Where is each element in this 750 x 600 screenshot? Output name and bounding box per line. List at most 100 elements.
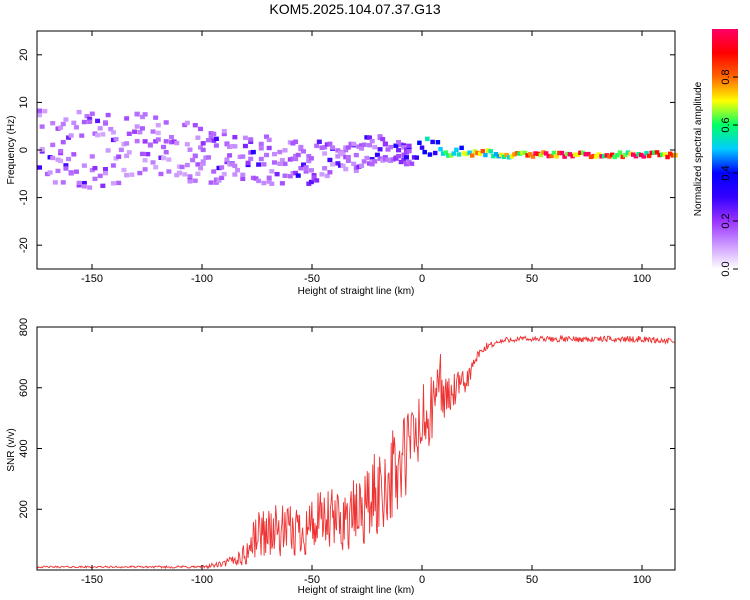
spectrogram-cell xyxy=(615,153,620,158)
spectrogram-x-tick-label: 100 xyxy=(633,273,651,285)
spectrogram-cell xyxy=(163,139,169,144)
spectrogram-cell xyxy=(97,173,103,179)
spectrogram-cell xyxy=(491,153,496,159)
spectrogram-cell xyxy=(433,150,438,156)
spectrogram-cell xyxy=(129,172,135,177)
spectrogram-cell xyxy=(169,139,174,145)
colorbar-tick-label: 0.2 xyxy=(720,213,732,228)
spectrogram-cell xyxy=(258,156,264,162)
spectrogram-cell xyxy=(403,161,409,167)
spectrogram-plot-area xyxy=(37,31,675,269)
spectrogram-cell xyxy=(208,135,214,141)
spectrogram-cell xyxy=(382,142,388,147)
spectrogram-cell xyxy=(229,162,235,167)
spectrogram-cell xyxy=(369,139,375,144)
spectrogram-cell xyxy=(95,118,101,124)
spectrogram-cell xyxy=(266,179,272,184)
spectrogram-cell xyxy=(419,145,425,150)
spectrogram-cell xyxy=(95,132,101,138)
spectrogram-cell xyxy=(327,141,333,147)
spectrogram-cell xyxy=(409,161,415,166)
spectrogram-cell xyxy=(543,151,549,156)
colorbar-tick-label: 0.6 xyxy=(720,117,732,132)
spectrogram-cell xyxy=(528,152,533,157)
spectrogram-cell xyxy=(103,121,108,126)
spectrogram-heat-layer xyxy=(37,108,678,190)
spectrogram-cell xyxy=(147,142,153,147)
spectrogram-cell xyxy=(158,171,164,177)
colorbar-gradient xyxy=(712,29,738,269)
spectrogram-cell xyxy=(559,150,565,156)
spectrogram-cell xyxy=(242,143,248,149)
spectrogram-cell xyxy=(60,180,66,185)
spectrogram-cell xyxy=(184,162,190,168)
spectrogram-cell xyxy=(142,158,148,163)
spectrogram-cell xyxy=(337,150,343,156)
spectrogram-cell xyxy=(295,152,301,158)
spectrogram-cell xyxy=(459,145,464,151)
spectrogram-cell xyxy=(316,139,322,144)
spectrogram-cell xyxy=(337,163,343,168)
spectrogram-cell xyxy=(374,152,380,158)
spectrogram-cell xyxy=(298,166,304,171)
spectrogram-cell xyxy=(417,140,422,146)
spectrogram-cell xyxy=(293,153,299,159)
spectrogram-cell xyxy=(198,145,204,150)
spectrogram-cell xyxy=(295,173,301,178)
spectrogram-cell xyxy=(454,147,459,152)
spectrogram-cell xyxy=(118,147,124,153)
spectrogram-cell xyxy=(240,176,246,182)
spectrogram-cell xyxy=(480,148,486,154)
spectrogram-cell xyxy=(586,151,591,157)
spectrogram-cell xyxy=(322,166,328,171)
spectrogram-cell xyxy=(63,166,69,171)
spectrogram-cell xyxy=(406,143,412,149)
spectrogram-y-tick-label: -10 xyxy=(18,190,30,206)
spectrogram-cell xyxy=(237,154,243,160)
spectrogram-y-tick-label: 10 xyxy=(18,96,30,108)
spectrogram-cell xyxy=(345,145,351,150)
spectrogram-cell xyxy=(485,148,491,153)
spectrogram-cell xyxy=(578,150,583,156)
spectrogram-cell xyxy=(657,152,662,158)
snr-x-tick-label: -100 xyxy=(191,574,213,586)
spectrogram-cell xyxy=(594,154,599,159)
spectrogram-cell xyxy=(60,139,66,145)
spectrogram-cell xyxy=(469,153,475,158)
spectrogram-cell xyxy=(646,153,652,159)
spectrogram-cell xyxy=(277,161,283,166)
spectrogram-x-tick-label: 50 xyxy=(526,273,538,285)
spectrogram-cell xyxy=(71,152,77,157)
spectrogram-cell xyxy=(155,130,161,136)
spectrogram-cell xyxy=(92,176,98,182)
snr-y-tick-label: 200 xyxy=(18,500,30,518)
snr-x-tick-label: -150 xyxy=(81,574,103,586)
spectrogram-cell xyxy=(235,167,240,173)
spectrogram-cell xyxy=(219,165,225,170)
spectrogram-cell xyxy=(319,172,325,177)
spectrogram-cell xyxy=(345,154,351,160)
spectrogram-cell xyxy=(628,151,633,156)
spectrogram-cell xyxy=(39,124,45,129)
spectrogram-cell xyxy=(113,136,119,142)
spectrogram-cell xyxy=(575,152,581,157)
spectrogram-cell xyxy=(171,139,177,144)
spectrogram-cell xyxy=(504,152,509,158)
spectrogram-cell xyxy=(42,108,48,114)
snr-y-tick-label: 800 xyxy=(18,318,30,336)
snr-x-tick-label: 50 xyxy=(526,574,538,586)
spectrogram-cell xyxy=(139,126,145,131)
spectrogram-cell xyxy=(496,153,501,159)
spectrogram-cell xyxy=(290,156,296,161)
spectrogram-cell xyxy=(385,147,391,152)
spectrogram-cell xyxy=(448,153,454,158)
spectrogram-cell xyxy=(353,168,359,174)
spectrogram-cell xyxy=(506,155,512,160)
spectrogram-cell xyxy=(89,154,95,159)
spectrogram-cell xyxy=(58,125,64,130)
spectrogram-cell xyxy=(187,147,193,152)
spectrogram-cell xyxy=(92,165,98,171)
spectrogram-cell xyxy=(631,152,636,157)
spectrogram-cell xyxy=(124,173,130,178)
